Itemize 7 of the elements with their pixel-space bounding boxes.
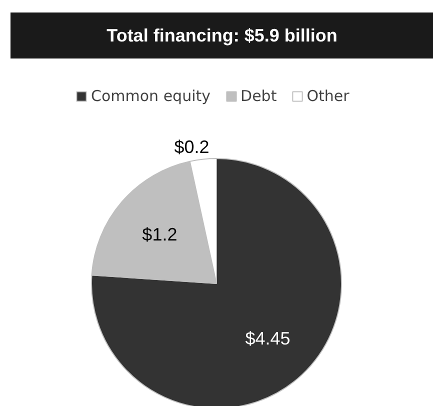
legend-label: Other xyxy=(306,87,350,105)
data-label: $0.2 xyxy=(174,136,210,157)
legend-label: Common equity xyxy=(91,87,211,105)
chart-title: Total financing: $5.9 billion xyxy=(106,26,338,46)
data-label: $4.45 xyxy=(245,328,290,348)
legend-label: Debt xyxy=(240,87,277,105)
data-label: $1.2 xyxy=(142,224,178,245)
